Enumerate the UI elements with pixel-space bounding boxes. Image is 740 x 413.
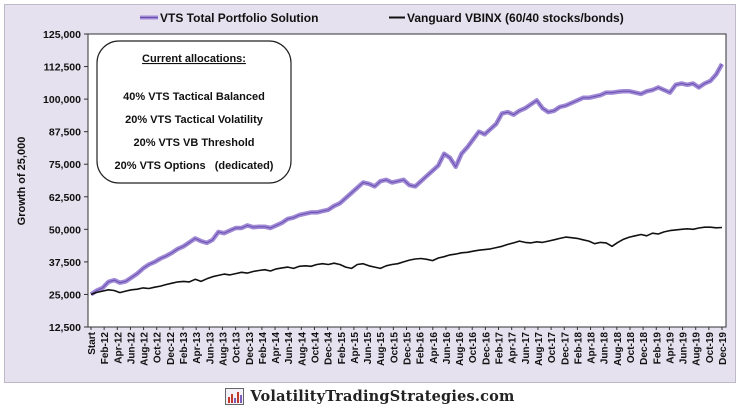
x-tick-label: Dec-14: [324, 332, 335, 365]
legend-label-vts: VTS Total Portfolio Solution: [160, 11, 318, 25]
x-tick-label: Apr-16: [429, 332, 440, 364]
x-tick-label: Aug-18: [613, 332, 624, 366]
x-tick-label: Oct-12: [153, 332, 164, 364]
x-tick-label: Oct-18: [626, 332, 637, 364]
y-axis: 12,500 25,000 37,500 50,000 62,500 75,000 87,5…: [43, 29, 88, 334]
x-tick-label: Dec-13: [245, 332, 256, 365]
allocation-box-border: [96, 40, 292, 184]
x-tick-label: Apr-18: [587, 332, 598, 364]
legend: VTS Total Portfolio Solution Vanguard VB…: [140, 11, 624, 25]
x-tick-label: Aug-15: [376, 332, 387, 366]
series-vanguard-vbinx: [90, 226, 723, 296]
allocation-item: 40% VTS Tactical Balanced: [123, 91, 265, 103]
x-tick-label: Feb-17: [495, 332, 506, 365]
y-tick-label: 75,000: [49, 159, 81, 171]
x-tick-label: Apr-15: [350, 332, 361, 364]
x-tick-label: Aug-19: [692, 332, 703, 366]
bar-chart-logo-icon: [225, 387, 245, 405]
x-tick-label: Feb-16: [416, 332, 427, 365]
x-tick-label: Dec-18: [639, 332, 650, 365]
allocation-item: 20% VTS Options (dedicated): [115, 160, 274, 172]
x-tick-label: Jun-19: [679, 332, 690, 365]
x-tick-label: Start: [87, 331, 98, 354]
footer: VolatilityTradingStrategies.com: [0, 383, 740, 409]
x-tick-label: Jun-12: [126, 332, 137, 365]
chart-svg: VTS Total Portfolio Solution Vanguard VB…: [16, 11, 729, 366]
series-vts-line: [90, 63, 723, 295]
x-tick-label: Oct-17: [547, 332, 558, 364]
legend-label-vbinx: Vanguard VBINX (60/40 stocks/bonds): [407, 11, 624, 25]
x-tick-label: Oct-14: [310, 332, 321, 364]
y-tick-label: 87,500: [49, 127, 81, 139]
x-tick-label: Oct-13: [232, 332, 243, 364]
x-tick-label: Jun-17: [521, 332, 532, 365]
x-tick-label: Dec-17: [560, 332, 571, 365]
x-tick-label: Jun-16: [442, 332, 453, 365]
footer-site-name: VolatilityTradingStrategies.com: [250, 387, 515, 405]
x-tick-label: Feb-13: [179, 332, 190, 365]
allocation-box-title: Current allocations:: [142, 53, 246, 65]
allocation-box: Current allocations: 40% VTS Tactical Ba…: [96, 40, 292, 184]
x-tick-label: Feb-15: [337, 332, 348, 365]
y-tick-label: 100,000: [43, 94, 81, 106]
x-axis: Start Feb-12 Apr-12 Jun-12 Aug-12 Oct-12 Dec-1…: [87, 327, 729, 366]
y-tick-label: 50,000: [49, 224, 81, 236]
y-tick-label: 12,500: [49, 322, 81, 334]
x-tick-label: Jun-15: [363, 332, 374, 365]
x-tick-label: Aug-16: [455, 332, 466, 366]
x-tick-label: Jun-14: [284, 332, 295, 365]
x-tick-label: Feb-12: [100, 332, 111, 365]
series-vbinx-line: [90, 226, 723, 296]
x-tick-label: Apr-17: [508, 332, 519, 364]
y-tick-label: 62,500: [49, 192, 81, 204]
x-tick-label: Apr-13: [192, 332, 203, 364]
x-tick-label: Oct-16: [468, 332, 479, 364]
x-tick-label: Feb-19: [652, 332, 663, 365]
x-tick-label: Feb-14: [258, 332, 269, 365]
x-tick-label: Jun-18: [600, 332, 611, 365]
x-tick-label: Oct-15: [389, 332, 400, 364]
x-tick-label: Apr-14: [271, 332, 282, 364]
y-tick-label: 37,500: [49, 257, 81, 269]
x-tick-label: Dec-15: [403, 332, 414, 365]
allocation-item: 20% VTS VB Threshold: [133, 137, 254, 149]
y-axis-label: Growth of 25,000: [16, 137, 28, 226]
x-tick-label: Jun-13: [205, 332, 216, 365]
x-tick-label: Aug-14: [297, 332, 308, 366]
x-tick-label: Aug-12: [140, 332, 151, 366]
y-tick-label: 112,500: [44, 62, 82, 74]
x-tick-label: Dec-16: [481, 332, 492, 365]
x-tick-label: Dec-19: [718, 332, 729, 365]
x-tick-label: Dec-12: [166, 332, 177, 365]
y-tick-label: 25,000: [49, 289, 81, 301]
series-vts-total-portfolio: [89, 62, 724, 297]
x-tick-label: Apr-19: [665, 332, 676, 364]
x-tick-label: Aug-17: [534, 332, 545, 366]
x-tick-label: Oct-19: [705, 332, 716, 364]
allocation-item: 20% VTS Tactical Volatility: [125, 114, 264, 126]
y-tick-label: 125,000: [43, 29, 81, 41]
x-tick-label: Aug-13: [218, 332, 229, 366]
x-tick-label: Apr-12: [113, 332, 124, 364]
x-tick-label: Feb-18: [573, 332, 584, 365]
